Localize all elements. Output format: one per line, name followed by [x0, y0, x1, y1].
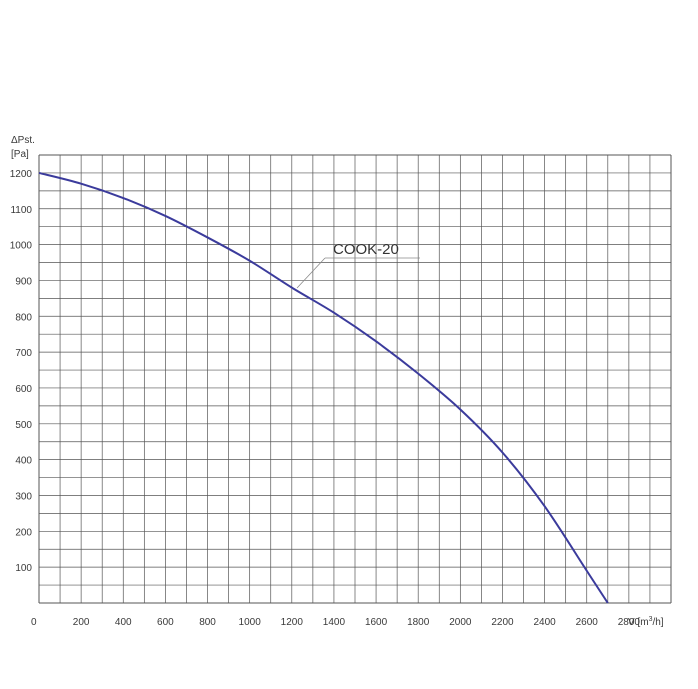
x-tick-label: 2600 [576, 617, 599, 628]
chart-grid [38, 154, 672, 604]
x-tick-label: 1600 [365, 617, 388, 628]
x-tick-label: 1800 [407, 617, 430, 628]
y-tick-label: 1100 [10, 205, 32, 216]
series-line-cook-20 [38, 171, 609, 604]
y-tick-label: 300 [15, 491, 32, 502]
x-tick-label: 400 [115, 617, 132, 628]
x-axis-label-suffix: /h] [652, 617, 663, 628]
series-label-cook-20: COOK-20 [333, 241, 399, 258]
y-tick-label: 400 [15, 456, 32, 467]
y-tick-label: 900 [15, 276, 32, 287]
x-tick-label: 2200 [491, 617, 514, 628]
y-tick-label: 500 [15, 420, 32, 431]
y-tick-label: 700 [15, 348, 32, 359]
y-tick-label: 800 [15, 312, 32, 323]
x-axis-label-superscript: 3 [649, 616, 653, 623]
x-tick-label: 2000 [449, 617, 472, 628]
x-tick-label: 1000 [239, 617, 262, 628]
chart-curves [38, 171, 609, 604]
x-tick-label: 2400 [533, 617, 556, 628]
x-axis-label: V [m3/h] [628, 616, 664, 628]
y-axis-unit: [Pa] [11, 149, 29, 160]
y-tick-label: 1200 [10, 169, 33, 180]
y-tick-label: 600 [15, 384, 32, 395]
x-tick-label: 600 [157, 617, 174, 628]
y-axis-label: ΔPst. [11, 135, 35, 146]
x-tick-label: 0 [31, 617, 37, 628]
x-tick-label: 800 [199, 617, 216, 628]
x-tick-label: 1400 [323, 617, 346, 628]
y-tick-label: 1000 [10, 241, 33, 252]
x-axis-label-prefix: V [m [628, 617, 649, 628]
y-tick-label: 100 [15, 563, 32, 574]
x-tick-label: 1200 [281, 617, 304, 628]
series-label-leader-line [296, 257, 326, 289]
x-tick-label: 2800 [618, 617, 641, 628]
chart-tick-labels: 0 200 400 600 800 1000 1200 1400 1600 1800 2000 220… [10, 169, 641, 628]
y-tick-label: 200 [15, 527, 32, 538]
x-tick-label: 200 [73, 617, 90, 628]
